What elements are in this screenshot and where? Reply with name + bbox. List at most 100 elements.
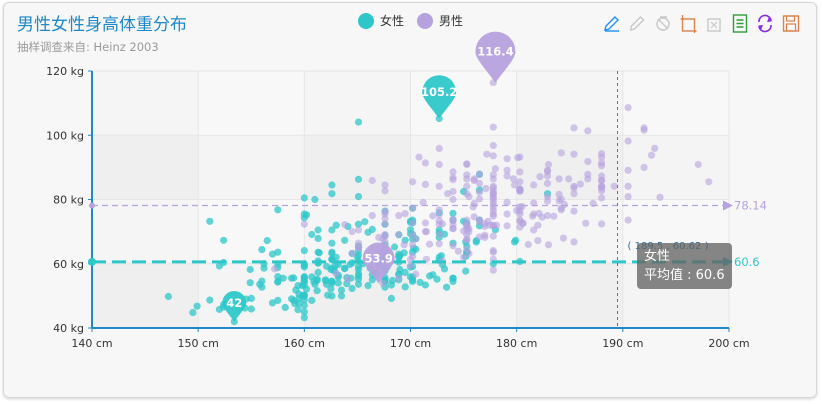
female-max-pin[interactable]: 105.2: [421, 75, 457, 119]
male-data-point[interactable]: [449, 195, 457, 204]
female-data-point[interactable]: [230, 318, 238, 326]
female-data-point[interactable]: [288, 295, 296, 303]
female-data-point[interactable]: [401, 268, 409, 276]
male-data-point[interactable]: [543, 172, 552, 180]
male-data-point[interactable]: [503, 198, 511, 206]
female-data-point[interactable]: [311, 195, 319, 204]
male-data-point[interactable]: [705, 178, 713, 186]
male-data-point[interactable]: [435, 160, 443, 169]
male-data-point[interactable]: [429, 212, 437, 220]
male-data-point[interactable]: [530, 226, 538, 234]
female-data-point[interactable]: [314, 248, 322, 256]
male-data-point[interactable]: [530, 210, 538, 218]
female-data-point[interactable]: [433, 275, 441, 283]
male-data-point[interactable]: [435, 240, 443, 248]
male-data-point[interactable]: [565, 175, 573, 183]
male-data-point[interactable]: [489, 152, 497, 160]
male-data-point[interactable]: [409, 241, 417, 249]
female-data-point[interactable]: [189, 309, 197, 317]
female-data-point[interactable]: [354, 265, 363, 274]
female-data-point[interactable]: [164, 292, 172, 301]
male-data-point[interactable]: [475, 216, 484, 224]
male-data-point[interactable]: [463, 245, 471, 253]
legend-item-female[interactable]: 女性: [358, 13, 404, 29]
female-data-point[interactable]: [300, 194, 308, 202]
male-data-point[interactable]: [401, 210, 409, 218]
female-data-point[interactable]: [308, 273, 316, 281]
male-data-point[interactable]: [570, 124, 578, 132]
male-data-point[interactable]: [449, 215, 457, 223]
female-data-point[interactable]: [327, 285, 335, 293]
female-data-point[interactable]: [354, 193, 363, 201]
male-data-point[interactable]: [489, 206, 497, 214]
male-data-point[interactable]: [412, 270, 420, 278]
male-data-point[interactable]: [484, 217, 492, 225]
male-data-point[interactable]: [544, 241, 553, 249]
data-zoom-icon[interactable]: [678, 12, 701, 35]
female-data-point[interactable]: [300, 281, 308, 289]
male-data-point[interactable]: [435, 144, 443, 152]
male-data-point[interactable]: [463, 175, 471, 183]
male-data-point[interactable]: [503, 155, 511, 163]
female-data-point[interactable]: [354, 275, 363, 283]
male-data-point[interactable]: [435, 182, 443, 190]
male-data-point[interactable]: [463, 230, 471, 239]
male-data-point[interactable]: [534, 221, 542, 229]
male-data-point[interactable]: [516, 223, 524, 231]
male-data-point[interactable]: [463, 182, 471, 190]
female-data-point[interactable]: [337, 286, 346, 294]
male-data-point[interactable]: [436, 230, 444, 239]
male-data-point[interactable]: [395, 274, 403, 282]
male-data-point[interactable]: [516, 217, 524, 225]
male-data-point[interactable]: [491, 165, 499, 173]
female-data-point[interactable]: [443, 283, 451, 291]
male-data-point[interactable]: [381, 214, 389, 223]
female-data-point[interactable]: [288, 274, 296, 282]
male-data-point[interactable]: [415, 153, 423, 161]
female-data-point[interactable]: [328, 190, 336, 198]
female-data-point[interactable]: [361, 218, 369, 226]
female-data-point[interactable]: [220, 236, 228, 244]
female-data-point[interactable]: [206, 296, 214, 304]
male-data-point[interactable]: [449, 187, 457, 196]
male-data-point[interactable]: [421, 159, 429, 167]
male-data-point[interactable]: [516, 178, 524, 186]
female-data-point[interactable]: [421, 281, 429, 289]
male-data-point[interactable]: [469, 203, 477, 211]
female-data-point[interactable]: [332, 221, 340, 229]
male-data-point[interactable]: [570, 150, 578, 158]
female-data-point[interactable]: [510, 238, 519, 246]
female-data-point[interactable]: [274, 206, 282, 214]
male-data-point[interactable]: [503, 172, 511, 180]
male-data-point[interactable]: [482, 185, 490, 193]
male-data-point[interactable]: [536, 173, 544, 181]
female-data-point[interactable]: [258, 283, 266, 291]
male-data-point[interactable]: [475, 188, 484, 196]
male-data-point[interactable]: [557, 195, 565, 203]
male-data-point[interactable]: [271, 265, 279, 273]
male-data-point[interactable]: [435, 220, 443, 228]
female-data-point[interactable]: [314, 268, 322, 276]
male-data-point[interactable]: [516, 168, 524, 176]
male-data-point[interactable]: [463, 190, 471, 198]
female-data-point[interactable]: [300, 308, 308, 316]
male-data-point[interactable]: [426, 240, 434, 248]
male-data-point[interactable]: [516, 153, 524, 161]
female-data-point[interactable]: [193, 302, 201, 310]
female-data-point[interactable]: [308, 230, 316, 239]
male-data-point[interactable]: [463, 216, 471, 224]
female-data-point[interactable]: [354, 251, 363, 259]
female-data-point[interactable]: [328, 239, 336, 247]
female-data-point[interactable]: [354, 280, 363, 288]
female-data-point[interactable]: [409, 277, 417, 285]
male-data-point[interactable]: [544, 160, 553, 169]
female-data-point[interactable]: [295, 300, 303, 308]
male-data-point[interactable]: [557, 149, 565, 157]
male-data-point[interactable]: [543, 197, 552, 205]
male-data-point[interactable]: [406, 261, 415, 269]
female-data-point[interactable]: [401, 283, 409, 291]
male-data-point[interactable]: [584, 158, 592, 166]
female-data-point[interactable]: [449, 274, 457, 282]
male-data-point[interactable]: [570, 190, 578, 198]
female-data-point[interactable]: [364, 282, 372, 290]
